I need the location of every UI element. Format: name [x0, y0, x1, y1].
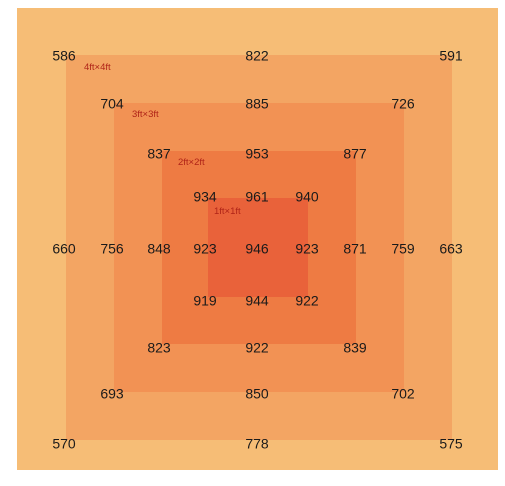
value-r7-c1: 693	[100, 386, 124, 402]
value-r4-c5: 923	[295, 241, 319, 257]
value-r1-c7: 726	[391, 96, 415, 112]
value-r4-c2: 848	[147, 241, 171, 257]
value-r5-c5: 922	[295, 293, 319, 309]
value-r2-c2: 837	[147, 146, 171, 162]
value-r6-c2: 823	[147, 340, 171, 356]
measurement-values: 586 822 591 704 885 726 837 953 877 934 961 940 660 7…	[52, 48, 463, 452]
value-r0-c8: 591	[439, 48, 463, 64]
value-r4-c8: 663	[439, 241, 463, 257]
zone-label-4ft: 4ft×4ft	[84, 62, 111, 73]
value-r8-c4: 778	[245, 436, 269, 452]
value-r3-c5: 940	[295, 189, 319, 205]
zone-label-3ft: 3ft×3ft	[132, 109, 159, 120]
value-r6-c4: 922	[245, 340, 269, 356]
value-r2-c6: 877	[343, 146, 367, 162]
value-r3-c4: 961	[245, 189, 269, 205]
value-r7-c4: 850	[245, 386, 269, 402]
zone-label-1ft: 1ft×1ft	[214, 206, 241, 217]
value-r8-c0: 570	[52, 436, 76, 452]
value-r4-c7: 759	[391, 241, 415, 257]
value-r0-c4: 822	[245, 48, 269, 64]
value-r3-c3: 934	[193, 189, 217, 205]
value-r4-c0: 660	[52, 241, 76, 257]
value-r8-c8: 575	[439, 436, 463, 452]
value-r4-c6: 871	[343, 241, 367, 257]
value-r6-c6: 839	[343, 340, 367, 356]
value-r5-c3: 919	[193, 293, 217, 309]
value-r4-c3: 923	[193, 241, 217, 257]
value-r0-c0: 586	[52, 48, 76, 64]
value-r4-c1: 756	[100, 241, 124, 257]
value-r1-c4: 885	[245, 96, 269, 112]
zone-1ft	[208, 198, 308, 297]
value-r4-c4: 946	[245, 241, 269, 257]
value-r2-c4: 953	[245, 146, 269, 162]
zone-label-2ft: 2ft×2ft	[178, 157, 205, 168]
value-r1-c1: 704	[100, 96, 124, 112]
value-r7-c7: 702	[391, 386, 415, 402]
value-r5-c4: 944	[245, 293, 269, 309]
